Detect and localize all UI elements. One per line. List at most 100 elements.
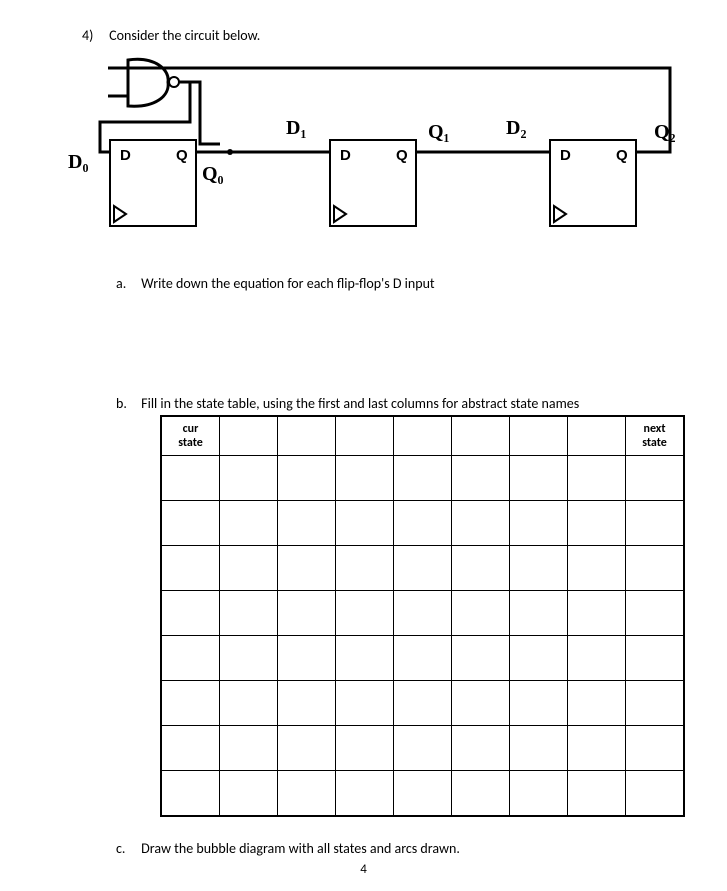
col-header-cur-state: curstate xyxy=(161,416,220,456)
table-cell xyxy=(626,546,685,591)
table-cell xyxy=(568,681,626,726)
table-cell xyxy=(278,591,336,636)
table-cell xyxy=(161,456,220,501)
table-cell xyxy=(220,726,278,771)
table-cell xyxy=(278,501,336,546)
col-header-blank xyxy=(510,416,568,456)
part-c-letter: c. xyxy=(116,840,138,857)
table-cell xyxy=(278,771,336,817)
table-cell xyxy=(336,771,394,817)
table-cell xyxy=(336,501,394,546)
col-header-next-state: nextstate xyxy=(626,416,685,456)
table-cell xyxy=(626,456,685,501)
table-cell xyxy=(220,591,278,636)
svg-text:D: D xyxy=(560,147,571,164)
table-cell xyxy=(220,501,278,546)
table-cell xyxy=(626,501,685,546)
table-cell xyxy=(336,546,394,591)
col-header-blank xyxy=(394,416,452,456)
table-cell xyxy=(336,636,394,681)
table-cell xyxy=(626,726,685,771)
table-cell xyxy=(220,681,278,726)
table-cell xyxy=(336,726,394,771)
part-c: c. Draw the bubble diagram with all stat… xyxy=(116,840,460,857)
part-b-letter: b. xyxy=(116,395,138,412)
table-cell xyxy=(278,681,336,726)
table-cell xyxy=(510,546,568,591)
col-header-blank xyxy=(220,416,278,456)
state-table: curstate nextstate xyxy=(160,415,685,817)
table-cell xyxy=(278,726,336,771)
table-cell xyxy=(394,636,452,681)
table-cell xyxy=(394,681,452,726)
table-cell xyxy=(452,501,510,546)
table-cell xyxy=(394,501,452,546)
svg-text:Q: Q xyxy=(176,147,188,164)
table-cell xyxy=(394,591,452,636)
table-cell xyxy=(568,546,626,591)
table-cell xyxy=(510,636,568,681)
table-cell xyxy=(220,546,278,591)
table-cell xyxy=(568,501,626,546)
table-cell xyxy=(568,771,626,817)
table-cell xyxy=(220,456,278,501)
table-cell xyxy=(394,546,452,591)
table-cell xyxy=(161,636,220,681)
table-cell xyxy=(336,456,394,501)
table-cell xyxy=(568,456,626,501)
table-cell xyxy=(626,636,685,681)
table-cell xyxy=(278,636,336,681)
table-cell xyxy=(220,636,278,681)
part-b: b. Fill in the state table, using the fi… xyxy=(116,395,579,412)
circuit-diagram: DQDQDQ xyxy=(50,52,690,242)
page-number: 4 xyxy=(0,862,727,877)
svg-text:Q₀: Q₀ xyxy=(202,163,224,185)
svg-text:Q₁: Q₁ xyxy=(428,121,450,143)
table-cell xyxy=(336,681,394,726)
table-cell xyxy=(510,501,568,546)
table-cell xyxy=(626,591,685,636)
table-cell xyxy=(510,591,568,636)
state-table-container: curstate nextstate xyxy=(160,415,685,817)
table-cell xyxy=(161,501,220,546)
table-cell xyxy=(161,726,220,771)
table-cell xyxy=(452,456,510,501)
table-cell xyxy=(452,591,510,636)
table-cell xyxy=(220,771,278,817)
table-cell xyxy=(452,546,510,591)
table-cell xyxy=(568,726,626,771)
table-cell xyxy=(568,591,626,636)
table-cell xyxy=(626,681,685,726)
table-cell xyxy=(394,456,452,501)
svg-text:D₂: D₂ xyxy=(506,117,526,139)
svg-text:Q: Q xyxy=(396,147,408,164)
part-a: a. Write down the equation for each flip… xyxy=(116,275,435,292)
col-header-blank xyxy=(452,416,510,456)
part-b-text: Fill in the state table, using the first… xyxy=(141,395,579,412)
table-cell xyxy=(568,636,626,681)
table-cell xyxy=(336,591,394,636)
table-cell xyxy=(452,681,510,726)
part-a-text: Write down the equation for each flip-fl… xyxy=(141,275,434,292)
table-cell xyxy=(510,771,568,817)
table-cell xyxy=(394,726,452,771)
svg-text:D₁: D₁ xyxy=(286,117,306,139)
table-cell xyxy=(626,771,685,817)
svg-text:Q₂: Q₂ xyxy=(654,121,676,143)
question-line: 4) Consider the circuit below. xyxy=(82,27,260,44)
question-text: Consider the circuit below. xyxy=(109,27,260,44)
table-cell xyxy=(510,456,568,501)
col-header-blank xyxy=(278,416,336,456)
table-cell xyxy=(161,681,220,726)
svg-text:D: D xyxy=(120,147,131,164)
table-cell xyxy=(161,546,220,591)
table-cell xyxy=(161,591,220,636)
table-cell xyxy=(452,636,510,681)
part-c-text: Draw the bubble diagram with all states … xyxy=(141,840,460,857)
table-cell xyxy=(510,726,568,771)
table-cell xyxy=(278,456,336,501)
table-cell xyxy=(161,771,220,817)
col-header-blank xyxy=(568,416,626,456)
table-cell xyxy=(452,771,510,817)
table-cell xyxy=(452,726,510,771)
